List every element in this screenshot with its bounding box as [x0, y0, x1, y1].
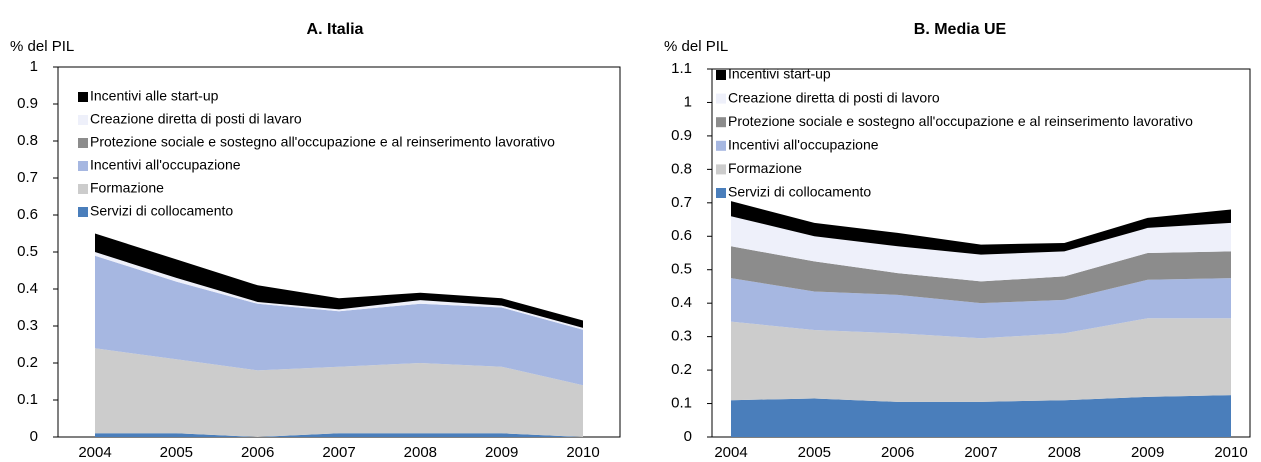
legend-label: Incentivi all'occupazione [728, 137, 879, 153]
legend-label: Incentivi start-up [728, 66, 831, 82]
x-tick-label: 2009 [485, 444, 518, 461]
x-tick-label: 2010 [1214, 444, 1247, 461]
y-tick-label: 0.1 [17, 391, 38, 408]
legend-swatch [78, 92, 88, 102]
y-tick-label: 0 [684, 428, 692, 445]
y-tick-label: 0.5 [17, 243, 38, 260]
y-tick-label: 0.4 [17, 280, 38, 297]
x-tick-label: 2007 [964, 444, 997, 461]
area [731, 318, 1231, 402]
y-tick-label: 0.3 [671, 328, 692, 345]
legend-swatch [78, 161, 88, 171]
legend-swatch [716, 70, 726, 80]
legend-swatch [716, 93, 726, 104]
y-tick-label: 0.4 [671, 294, 692, 311]
y-tick-label: 1 [684, 93, 692, 110]
x-tick-label: 2006 [881, 444, 914, 461]
x-tick-label: 2004 [78, 444, 111, 461]
y-tick-label: 0.7 [17, 169, 38, 186]
y-tick-label: 0.5 [671, 261, 692, 278]
y-axis-label: % del PIL [664, 38, 728, 55]
y-tick-label: 0.2 [671, 361, 692, 378]
y-tick-label: 1 [30, 58, 38, 75]
area [95, 348, 583, 437]
legend-label: Servizi di collocamento [728, 184, 871, 200]
legend-label: Servizi di collocamento [90, 203, 233, 219]
legend-label: Creazione diretta di posti di lavoro [728, 89, 940, 105]
area [95, 255, 583, 386]
x-tick-label: 2006 [241, 444, 274, 461]
x-tick-label: 2007 [322, 444, 355, 461]
legend-label: Incentivi all'occupazione [90, 157, 241, 173]
x-tick-label: 2008 [1048, 444, 1081, 461]
y-tick-label: 0.2 [17, 354, 38, 371]
y-tick-label: 0.1 [671, 395, 692, 412]
y-tick-label: 0.8 [671, 160, 692, 177]
legend-swatch [716, 188, 726, 198]
legend-swatch [78, 184, 88, 194]
legend-swatch [78, 115, 88, 125]
y-tick-label: 0.3 [17, 317, 38, 334]
legend-swatch [716, 140, 726, 151]
legend-swatch [716, 117, 726, 128]
y-axis-label: % del PIL [10, 38, 74, 55]
legend-label: Protezione sociale e sostegno all'occupa… [90, 134, 555, 150]
y-tick-label: 1.1 [671, 60, 692, 77]
area [731, 216, 1231, 282]
x-tick-label: 2005 [160, 444, 193, 461]
area [95, 433, 583, 437]
chart-title: B. Media UE [914, 21, 1007, 38]
legend-label: Protezione sociale e sostegno all'occupa… [728, 113, 1193, 129]
y-tick-label: 0.6 [671, 227, 692, 244]
y-tick-label: 0.9 [17, 95, 38, 112]
legend-swatch [78, 138, 88, 148]
y-tick-label: 0.6 [17, 206, 38, 223]
x-tick-label: 2009 [1131, 444, 1164, 461]
legend-label: Creazione diretta di posti di lavaro [90, 111, 302, 127]
legend-label: Formazione [90, 180, 164, 196]
legend-swatch [78, 207, 88, 217]
legend-swatch [716, 164, 726, 175]
area [731, 201, 1231, 255]
x-tick-label: 2005 [798, 444, 831, 461]
area [731, 395, 1231, 437]
area [731, 246, 1231, 304]
x-tick-label: 2010 [566, 444, 599, 461]
chart-title: A. Italia [307, 21, 364, 38]
y-tick-label: 0.9 [671, 127, 692, 144]
area [95, 233, 583, 328]
y-tick-label: 0.7 [671, 194, 692, 211]
legend-label: Formazione [728, 160, 802, 176]
x-tick-label: 2008 [404, 444, 437, 461]
legend-label: Incentivi alle start-up [90, 88, 219, 104]
x-tick-label: 2004 [714, 444, 747, 461]
y-tick-label: 0 [30, 428, 38, 445]
y-tick-label: 0.8 [17, 132, 38, 149]
